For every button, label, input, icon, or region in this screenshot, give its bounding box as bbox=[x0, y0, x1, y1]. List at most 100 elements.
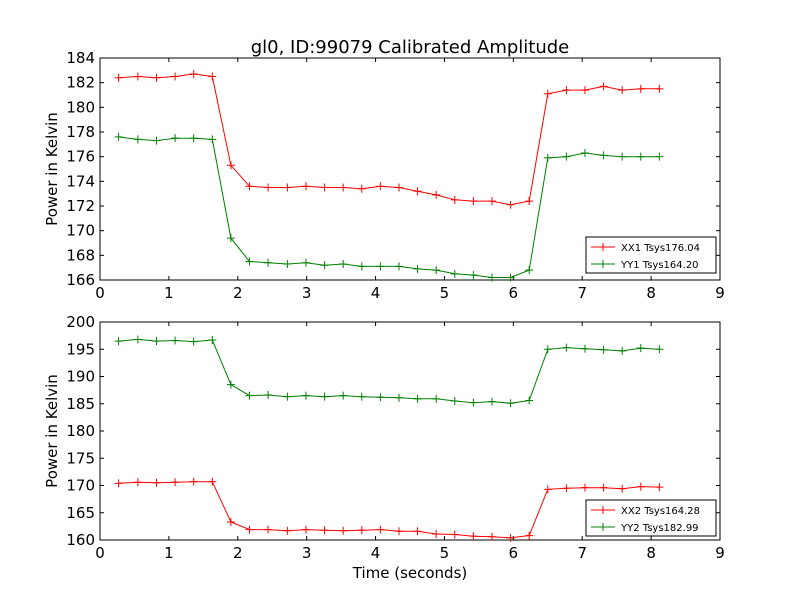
panel-1-series-2-point bbox=[562, 152, 571, 161]
panel-1-series-1-point bbox=[655, 84, 664, 93]
panel-2-xtick-label: 9 bbox=[715, 544, 725, 562]
panel-2-ytick-label: 170 bbox=[66, 477, 95, 495]
panel-1-series-1-point bbox=[413, 187, 422, 196]
panel-1-series-2-point bbox=[543, 153, 552, 162]
panel-1-xtick-label: 1 bbox=[164, 284, 174, 302]
panel-2-series-2-point bbox=[580, 344, 589, 353]
panel-1-series-1-point bbox=[469, 197, 478, 206]
panel-2-series-2-point bbox=[208, 335, 217, 344]
panel-2-xtick-label: 2 bbox=[233, 544, 243, 562]
panel-2-ytick-label: 165 bbox=[66, 504, 95, 522]
panel-1-series-2-point bbox=[506, 273, 515, 282]
panel-1-ytick-label: 178 bbox=[66, 123, 95, 141]
panel-1-series-2-point bbox=[264, 258, 273, 267]
panel-1-series-1-point bbox=[339, 183, 348, 192]
panel-2-series-2-point bbox=[301, 391, 310, 400]
panel-1-series-2-point bbox=[133, 135, 142, 144]
panel-1-series-2-point bbox=[171, 134, 180, 143]
panel-2-series-2-point bbox=[506, 399, 515, 408]
panel-1-series-1-point bbox=[283, 183, 292, 192]
panel-2-ytick-label: 190 bbox=[66, 368, 95, 386]
panel-2: 0 1 2 3 4 5 6 7 8 9 160 165 170 175 180 185 190 195 200 Pow… bbox=[43, 313, 725, 582]
panel-1-series-1-point bbox=[320, 183, 329, 192]
panel-2-series-2-point bbox=[339, 391, 348, 400]
panel-1-xtick-label: 8 bbox=[646, 284, 656, 302]
panel-2-series-2-point bbox=[543, 345, 552, 354]
panel-2-series-1-point bbox=[245, 525, 254, 534]
panel-2-x-axis-label: Time (seconds) bbox=[352, 564, 468, 582]
panel-1-series-1-point bbox=[636, 84, 645, 93]
panel-2-series-1-point bbox=[580, 483, 589, 492]
panel-2-series-2-point bbox=[283, 392, 292, 401]
panel-2-series-2-point bbox=[133, 335, 142, 344]
panel-2-series-1-point bbox=[413, 527, 422, 536]
panel-2-series-1-point bbox=[618, 484, 627, 493]
panel-1-legend-label: XX1 Tsys176.04 bbox=[621, 243, 700, 254]
panel-1-series-1-point bbox=[301, 182, 310, 191]
panel-1-ytick-label: 184 bbox=[66, 49, 95, 67]
panel-1-series-2-point bbox=[152, 136, 161, 145]
panel-1-series-2-line bbox=[118, 136, 660, 278]
panel-2-series-1-point bbox=[189, 477, 198, 486]
panel-1-xtick-label: 7 bbox=[577, 284, 587, 302]
panel-2-series-1-point bbox=[487, 532, 496, 541]
panel-1-series-2-point bbox=[469, 271, 478, 280]
panel-1-axes-frame bbox=[99, 57, 721, 281]
panel-2-legend-swatch-marker bbox=[599, 523, 607, 531]
panel-1-series-2-point bbox=[320, 261, 329, 270]
panel-1-series-1-point bbox=[580, 86, 589, 95]
panel-1-series-1-point bbox=[618, 86, 627, 95]
panel-1-xtick-label: 9 bbox=[715, 284, 725, 302]
panel-2-series-1-point bbox=[562, 484, 571, 493]
panel-1-series-1-point bbox=[152, 73, 161, 82]
panel-2-y-axis-label: Power in Kelvin bbox=[43, 374, 61, 488]
panel-2-series-1-point bbox=[506, 533, 515, 542]
panel-1-series-2-point bbox=[189, 134, 198, 143]
panel-2-series-1-point bbox=[226, 518, 235, 527]
panel-1-ytick-label: 172 bbox=[66, 197, 95, 215]
panel-1-series-2-point bbox=[487, 273, 496, 282]
panel-2-series-1-point bbox=[599, 483, 608, 492]
panel-2-xtick-label: 4 bbox=[371, 544, 381, 562]
panel-2-series-2-point bbox=[655, 345, 664, 354]
panel-2-xtick-label: 5 bbox=[440, 544, 450, 562]
panel-1-series-2-point bbox=[339, 259, 348, 268]
panel-1-xtick-label: 6 bbox=[509, 284, 519, 302]
panel-2-legend-swatch-marker bbox=[599, 506, 607, 514]
panel-1-xtick-label: 4 bbox=[371, 284, 381, 302]
panel-2-series-2-point bbox=[114, 337, 123, 346]
panel-1-series-2-point bbox=[208, 135, 217, 144]
panel-1-series-2-point bbox=[432, 266, 441, 275]
panel-1-series-2-point bbox=[580, 148, 589, 157]
panel-2-series-2-point bbox=[432, 394, 441, 403]
panel-2-series-1-point bbox=[283, 526, 292, 535]
panel-2-series-2-point bbox=[357, 392, 366, 401]
panel-2-series-2-point bbox=[226, 380, 235, 389]
panel-1-series-1-point bbox=[189, 70, 198, 79]
panel-1-series-1-point bbox=[133, 72, 142, 81]
panel-1-series-2-point bbox=[655, 152, 664, 161]
panel-2-series-1-point bbox=[320, 526, 329, 535]
panel-2-xtick-label: 7 bbox=[577, 544, 587, 562]
panel-1-series-2-point bbox=[357, 262, 366, 271]
panel-2-series-2-point bbox=[562, 343, 571, 352]
panel-1-ytick-label: 182 bbox=[66, 74, 95, 92]
panel-2-series-2-line bbox=[118, 338, 660, 404]
panel-2-series-1-point bbox=[394, 527, 403, 536]
panel-1-series-2-point bbox=[394, 262, 403, 271]
panel-2-ytick-label: 180 bbox=[66, 422, 95, 440]
panel-2-series-2-point bbox=[189, 337, 198, 346]
panel-2-series-2-point bbox=[413, 394, 422, 403]
panel-2-series-1-point bbox=[301, 525, 310, 534]
panel-2-series-1-line bbox=[118, 481, 660, 539]
panel-1-ytick-label: 174 bbox=[66, 172, 95, 190]
panel-2-ytick-label: 175 bbox=[66, 449, 95, 467]
panel-2-legend-label: YY2 Tsys182.99 bbox=[620, 523, 699, 534]
panel-1-series-1-point bbox=[264, 183, 273, 192]
panel-2-series-1-point bbox=[469, 532, 478, 541]
panel-2-series-2-point bbox=[152, 337, 161, 346]
panel-1-xtick-label: 3 bbox=[302, 284, 312, 302]
panel-1-series-2-point bbox=[301, 258, 310, 267]
panel-1-series-1-point bbox=[357, 184, 366, 193]
